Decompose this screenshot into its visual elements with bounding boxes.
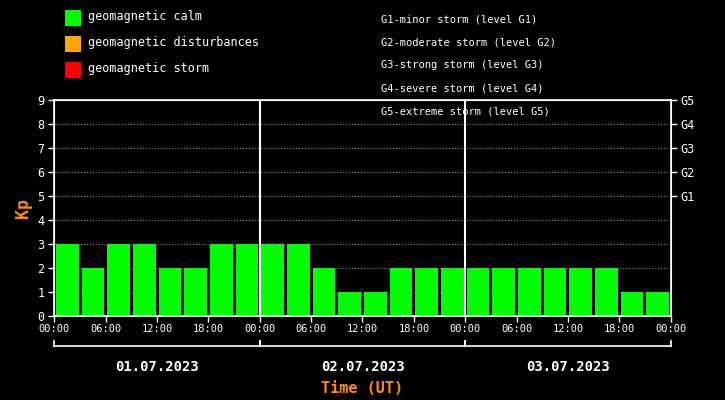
Bar — [184, 268, 207, 316]
Bar — [133, 244, 156, 316]
Bar — [390, 268, 413, 316]
Bar — [56, 244, 78, 316]
Bar — [339, 292, 361, 316]
Bar — [544, 268, 566, 316]
Text: G5-extreme storm (level G5): G5-extreme storm (level G5) — [381, 107, 550, 117]
Text: G1-minor storm (level G1): G1-minor storm (level G1) — [381, 14, 537, 24]
Bar — [82, 268, 104, 316]
Bar — [287, 244, 310, 316]
Bar — [159, 268, 181, 316]
Bar — [518, 268, 541, 316]
Bar — [595, 268, 618, 316]
Bar — [492, 268, 515, 316]
Bar — [210, 244, 233, 316]
Bar — [261, 244, 284, 316]
Bar — [441, 268, 464, 316]
Bar — [364, 292, 386, 316]
Text: Time (UT): Time (UT) — [321, 381, 404, 396]
Bar — [107, 244, 130, 316]
Bar — [312, 268, 335, 316]
Bar — [467, 268, 489, 316]
Text: 03.07.2023: 03.07.2023 — [526, 360, 610, 374]
Bar — [236, 244, 258, 316]
Bar — [621, 292, 643, 316]
Text: 02.07.2023: 02.07.2023 — [320, 360, 405, 374]
Bar — [647, 292, 669, 316]
Bar — [569, 268, 592, 316]
Text: 01.07.2023: 01.07.2023 — [115, 360, 199, 374]
Text: G4-severe storm (level G4): G4-severe storm (level G4) — [381, 84, 543, 94]
Text: geomagnetic storm: geomagnetic storm — [88, 62, 210, 75]
Bar — [415, 268, 438, 316]
Text: G2-moderate storm (level G2): G2-moderate storm (level G2) — [381, 37, 555, 47]
Text: geomagnetic disturbances: geomagnetic disturbances — [88, 36, 260, 49]
Y-axis label: Kp: Kp — [14, 198, 32, 218]
Text: G3-strong storm (level G3): G3-strong storm (level G3) — [381, 60, 543, 70]
Text: geomagnetic calm: geomagnetic calm — [88, 10, 202, 23]
